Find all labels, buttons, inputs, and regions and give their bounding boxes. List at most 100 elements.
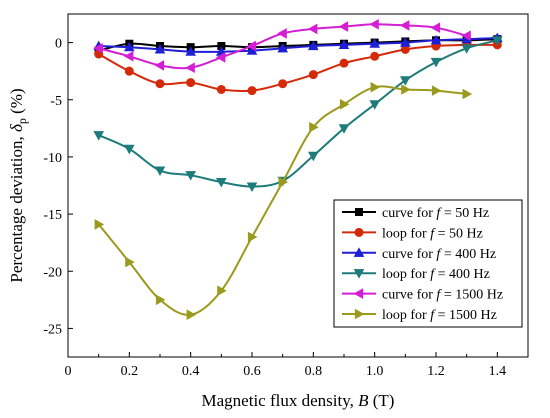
data-point	[399, 37, 411, 47]
data-point	[155, 79, 165, 89]
legend: curve for f = 50 Hz loop for f = 50 Hz cur…	[333, 199, 523, 328]
y-tick-label: 0	[55, 37, 62, 52]
data-point	[93, 42, 103, 54]
data-point	[277, 28, 287, 39]
data-point	[338, 21, 349, 32]
data-point	[216, 84, 226, 94]
data-point	[247, 86, 257, 96]
data-point	[185, 46, 197, 56]
series-5	[93, 18, 471, 74]
y-tick-label: -10	[43, 151, 62, 166]
data-point	[185, 171, 197, 181]
legend-marker	[354, 227, 364, 237]
x-tick-label: 0.8	[305, 364, 323, 379]
data-point	[307, 23, 318, 35]
x-tick-label: 0.4	[182, 364, 200, 379]
data-point	[399, 76, 411, 86]
data-point	[217, 285, 227, 297]
series-line	[98, 39, 498, 188]
series-6	[94, 81, 473, 321]
legend-box	[333, 199, 523, 328]
data-point	[185, 62, 195, 74]
data-point	[154, 43, 166, 54]
series-2	[94, 40, 502, 96]
data-point	[155, 294, 166, 306]
data-point	[461, 44, 473, 54]
y-tick-label: -15	[43, 208, 62, 223]
data-point	[125, 256, 135, 268]
data-point	[461, 30, 471, 42]
data-point	[186, 309, 197, 321]
data-point	[369, 18, 379, 30]
legend-marker	[354, 308, 365, 320]
legend-entry: curve for f = 50 Hz	[342, 206, 489, 221]
legend-entry: loop for f = 1500 Hz	[342, 308, 497, 323]
data-point	[339, 98, 350, 110]
data-point	[123, 50, 134, 62]
legend-label: curve for f = 50 Hz	[382, 206, 489, 221]
legend-entry: curve for f = 1500 Hz	[342, 288, 503, 303]
legend-label: loop for f = 1500 Hz	[382, 308, 497, 323]
plot-frame	[67, 13, 529, 358]
data-point	[123, 144, 135, 155]
legend-marker	[354, 208, 363, 217]
y-axis-label: Percentage deviation, δp (%)	[7, 88, 29, 282]
data-point	[430, 34, 442, 45]
x-tick-label: 0.6	[243, 364, 261, 379]
data-point	[338, 124, 350, 134]
data-point	[124, 66, 134, 76]
legend-marker	[353, 288, 364, 299]
legend-entry: loop for f = 400 Hz	[342, 267, 490, 282]
data-point	[370, 51, 380, 61]
data-point	[278, 79, 288, 89]
data-point	[246, 40, 257, 52]
data-point	[399, 20, 410, 31]
x-axis-label: Magnetic flux density, B (T)	[202, 391, 395, 410]
x-tick-label: 1.0	[366, 364, 384, 379]
data-point	[308, 70, 318, 80]
data-point	[307, 40, 319, 51]
data-point	[186, 78, 196, 88]
data-point	[430, 22, 441, 34]
data-point	[307, 151, 319, 162]
data-point	[401, 84, 411, 95]
data-point	[123, 41, 135, 52]
data-point	[309, 121, 319, 133]
ticks-layer: 0 0.2 0.4 0.6 0.8 1.0 1.2 1.4 0 -5 -10 -15 -20 -25	[43, 37, 506, 379]
series-layer	[93, 18, 503, 321]
x-tick-label: 1.2	[427, 364, 445, 379]
legend-label: loop for f = 400 Hz	[382, 267, 490, 282]
data-point	[369, 38, 381, 48]
legend-marker	[353, 269, 365, 279]
data-point	[215, 52, 226, 63]
x-tick-label: 0.2	[121, 364, 139, 379]
legend-marker	[353, 247, 365, 257]
data-point	[247, 231, 258, 243]
data-point	[370, 81, 381, 93]
legend-label: loop for f = 50 Hz	[382, 226, 483, 241]
data-point	[338, 39, 350, 50]
series-4	[93, 36, 503, 193]
data-point	[491, 36, 503, 46]
data-point	[94, 219, 105, 230]
data-point	[93, 131, 105, 141]
data-point	[246, 182, 258, 193]
data-point	[430, 57, 442, 68]
data-point	[277, 42, 289, 53]
data-point	[154, 60, 165, 71]
legend-entry: curve for f = 400 Hz	[342, 247, 496, 262]
x-tick-label: 0	[65, 364, 72, 379]
data-point	[431, 85, 442, 96]
legend-entry: loop for f = 50 Hz	[342, 226, 483, 241]
legend-label: curve for f = 1500 Hz	[382, 288, 503, 303]
data-point	[462, 88, 473, 100]
y-tick-label: -20	[43, 265, 62, 280]
data-point	[278, 176, 289, 188]
data-point	[369, 100, 381, 110]
y-tick-label: -25	[43, 322, 62, 337]
data-point	[154, 166, 166, 177]
legend-label: curve for f = 400 Hz	[382, 247, 496, 262]
data-point	[339, 58, 349, 68]
y-tick-label: -5	[50, 94, 62, 109]
